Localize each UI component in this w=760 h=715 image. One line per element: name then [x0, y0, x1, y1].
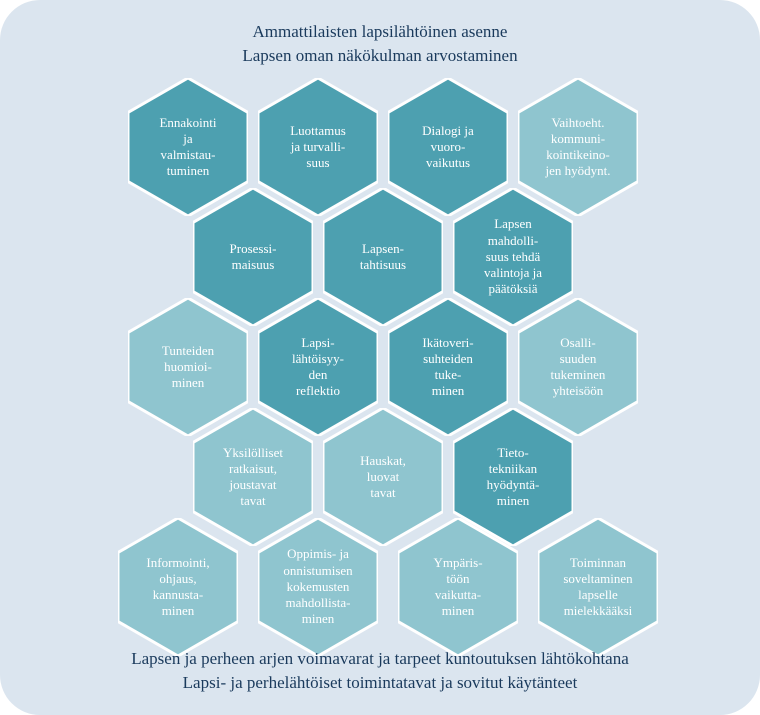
hex-label: Tunteidenhuomioi-minen	[152, 343, 224, 392]
header-line-2: Lapsen oman näkökulman arvostaminen	[0, 44, 760, 68]
hex-node: Oppimis- jaonnistumisenkokemustenmahdoll…	[258, 518, 378, 656]
hex-grid: Ennakointijavalmistau-tuminen Luottamusja…	[0, 78, 760, 645]
hex-label: Lapsen-tahtisuus	[350, 241, 416, 274]
hex-label: Oppimis- jaonnistumisenkokemustenmahdoll…	[273, 546, 362, 627]
hex-label: Lapsi-lähtöisyy-denreflektio	[282, 335, 354, 400]
hex-label: Hauskat,luovattavat	[350, 453, 416, 502]
hex-label: Informointi,ohjaus,kannusta-minen	[136, 555, 219, 620]
header-block: Ammattilaisten lapsilähtöinen asenne Lap…	[0, 20, 760, 68]
hex-label: Prosessi-maisuus	[220, 241, 287, 274]
diagram-container: Ammattilaisten lapsilähtöinen asenne Lap…	[0, 0, 760, 715]
header-line-1: Ammattilaisten lapsilähtöinen asenne	[0, 20, 760, 44]
hex-node: Toiminnansoveltaminenlapsellemielekkääks…	[538, 518, 658, 656]
hex-label: Yksilöllisetratkaisut,joustavattavat	[213, 445, 293, 510]
hex-label: Osalli-suudentukeminenyhteisöön	[541, 335, 616, 400]
hex-label: Ikätoveri-suhteidentuke-minen	[412, 335, 483, 400]
hex-label: Vaihtoeht.kommuni-kointikeino-jen hyödyn…	[536, 115, 621, 180]
hex-label: Lapsenmahdolli-suus tehdävalintoja japää…	[474, 216, 552, 297]
footer-block: Lapsen ja perheen arjen voimavarat ja ta…	[0, 647, 760, 695]
hex-node: Ympäris-töönvaikutta-minen	[398, 518, 518, 656]
footer-line-2: Lapsi- ja perhelähtöiset toimintatavat j…	[0, 671, 760, 695]
hex-label: Dialogi javuoro-vaikutus	[412, 123, 484, 172]
hex-label: Luottamusja turvalli-suus	[280, 123, 356, 172]
hex-node: Informointi,ohjaus,kannusta-minen	[118, 518, 238, 656]
hex-label: Ennakointijavalmistau-tuminen	[149, 115, 226, 180]
footer-line-1: Lapsen ja perheen arjen voimavarat ja ta…	[0, 647, 760, 671]
hex-label: Tieto-tekniikanhyödyntä-minen	[477, 445, 550, 510]
hex-label: Toiminnansoveltaminenlapsellemielekkääks…	[553, 555, 642, 620]
hex-label: Ympäris-töönvaikutta-minen	[423, 555, 492, 620]
